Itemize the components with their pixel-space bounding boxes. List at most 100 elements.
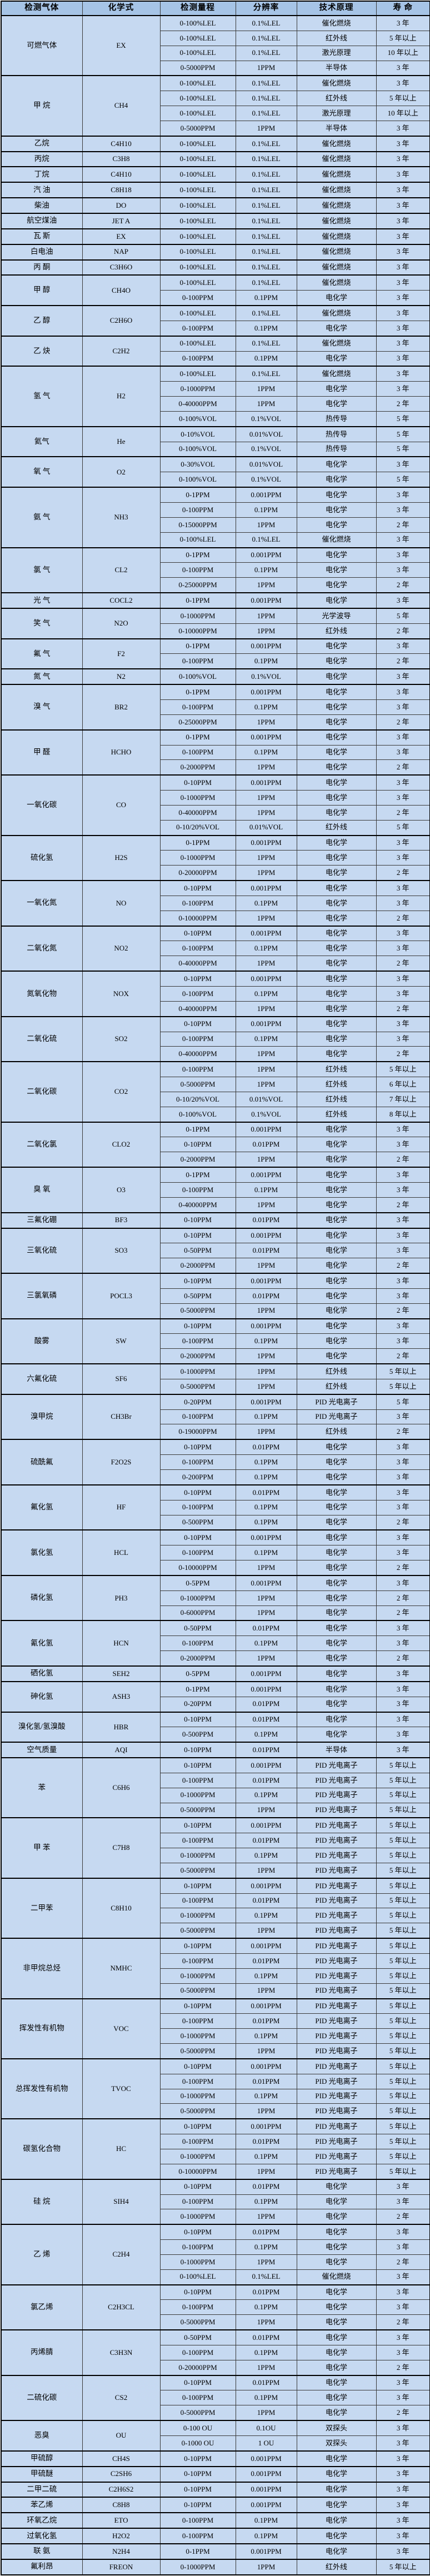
col-header-lifespan: 寿 命 bbox=[376, 1, 430, 16]
chemical-formula-cell: C8H18 bbox=[82, 182, 161, 198]
range-cell: 0-1000PPM bbox=[159, 790, 236, 806]
lifespan-cell: 3 年 bbox=[376, 228, 430, 245]
lifespan-cell: 3 年 bbox=[376, 668, 430, 685]
range-cell: 0-5000PPM bbox=[159, 120, 236, 137]
chemical-formula-cell: C3H3N bbox=[82, 2329, 161, 2376]
principle-cell: 电化学 bbox=[296, 1484, 377, 1500]
resolution-cell: 1PPM bbox=[235, 1923, 297, 1939]
gas-name-cell: 氯 气 bbox=[1, 547, 83, 593]
lifespan-cell: 5 年以上 bbox=[376, 1877, 430, 1894]
resolution-cell: 1PPM bbox=[235, 1061, 297, 1078]
lifespan-cell: 5 年以上 bbox=[376, 2088, 430, 2104]
range-cell: 0-100%LEL bbox=[159, 91, 236, 107]
lifespan-cell: 3 年 bbox=[376, 259, 430, 276]
range-cell: 0-10PPM bbox=[159, 2481, 236, 2498]
lifespan-cell: 5 年以上 bbox=[376, 1998, 430, 2014]
lifespan-cell: 2 年 bbox=[376, 1348, 430, 1364]
lifespan-cell: 3 年 bbox=[376, 2450, 430, 2467]
range-cell: 0-100PPM bbox=[159, 1409, 236, 1425]
resolution-cell: 0.1PPM bbox=[235, 1968, 297, 1984]
range-cell: 0-100%LEL bbox=[159, 366, 236, 382]
table-row: 0-2000PPM 1PPM 电化学 2 年 bbox=[1, 1650, 430, 1667]
resolution-cell: 0.1PPM bbox=[235, 562, 297, 578]
resolution-cell: 1PPM bbox=[235, 2043, 297, 2059]
gas-name-cell: 丙 酮 bbox=[1, 259, 83, 276]
table-row: 苯 C6H6 0-10PPM 0.001PPM PID 光电离子 5 年以上 bbox=[1, 1757, 430, 1818]
principle-cell: 电化学 bbox=[296, 850, 377, 866]
principle-cell: 电化学 bbox=[296, 699, 377, 715]
table-row: 0-100PPM 0.1PPM 电化学 3 年 bbox=[1, 699, 430, 715]
lifespan-cell: 3 年 bbox=[376, 502, 430, 518]
principle-cell: PID 光电离子 bbox=[296, 1893, 377, 1909]
table-row: 0-100PPM 0.1PPM 电化学 3 年 bbox=[1, 941, 430, 957]
lifespan-cell: 2 年 bbox=[376, 714, 430, 731]
table-row: 0-1000PPM 0.1PPM PID 光电离子 5 年以上 bbox=[1, 2148, 430, 2164]
resolution-cell: 0.1%LEL bbox=[235, 228, 297, 245]
principle-cell: 红外线 bbox=[296, 1106, 377, 1123]
principle-cell: 电化学 bbox=[296, 1711, 377, 1728]
range-cell: 0-10PPM bbox=[159, 1484, 236, 1500]
resolution-cell: 1PPM bbox=[235, 381, 297, 397]
gas-name-cell: 二氧化氮 bbox=[1, 925, 83, 972]
lifespan-cell: 8 年以上 bbox=[376, 1106, 430, 1123]
chemical-formula-cell: N2H4 bbox=[82, 2543, 161, 2560]
principle-cell: 电化学 bbox=[296, 2528, 377, 2544]
range-cell: 0-19000PPM bbox=[159, 1424, 236, 1440]
principle-cell: 电化学 bbox=[296, 2543, 377, 2560]
gas-name-cell: 二氧化碳 bbox=[1, 1061, 83, 1123]
range-cell: 0-100 OU bbox=[159, 2420, 236, 2437]
principle-cell: 电化学 bbox=[296, 562, 377, 578]
chemical-formula-cell: BR2 bbox=[82, 684, 161, 731]
table-row: 乙 醇 C2H6O 0-100%LEL 0.1%LEL 催化燃烧 3 年 bbox=[1, 305, 430, 337]
gas-name-cell: 氧 气 bbox=[1, 456, 83, 488]
gas-name-cell: 硫化氢 bbox=[1, 834, 83, 881]
gas-name-cell: 笑 气 bbox=[1, 607, 83, 639]
resolution-cell: 0.1PPM bbox=[235, 320, 297, 337]
resolution-cell: 0.1PPM bbox=[235, 986, 297, 1002]
resolution-cell: 0.1PPM bbox=[235, 653, 297, 669]
resolution-cell: 0.001PPM bbox=[235, 1121, 297, 1138]
table-row: 0-100%VOL 0.1%VOL 热传导 5 年 bbox=[1, 441, 430, 457]
resolution-cell: 0.01PPM bbox=[235, 2284, 297, 2300]
principle-cell: 电化学 bbox=[296, 804, 377, 821]
lifespan-cell: 3 年 bbox=[376, 166, 430, 183]
table-row: 丙烷 C3H8 0-100%LEL 0.1%LEL 催化燃烧 3 年 bbox=[1, 151, 430, 167]
principle-cell: 电化学 bbox=[296, 2374, 377, 2391]
lifespan-cell: 7 年以上 bbox=[376, 1091, 430, 1107]
resolution-cell: 1PPM bbox=[235, 1650, 297, 1667]
range-cell: 0-100%LEL bbox=[159, 151, 236, 167]
lifespan-cell: 5 年以上 bbox=[376, 1923, 430, 1939]
lifespan-cell: 3 年 bbox=[376, 880, 430, 896]
range-cell: 0-5000PPM bbox=[159, 1983, 236, 1999]
lifespan-cell: 2 年 bbox=[376, 759, 430, 776]
resolution-cell: 0.001PPM bbox=[235, 487, 297, 503]
range-cell: 0-40000PPM bbox=[159, 1197, 236, 1213]
resolution-cell: 0.1%VOL bbox=[235, 1106, 297, 1123]
resolution-cell: 0.001PPM bbox=[235, 774, 297, 791]
resolution-cell: 0.1PPM bbox=[235, 502, 297, 518]
range-cell: 0-100PPM bbox=[159, 1182, 236, 1198]
range-cell: 0-10PPM bbox=[159, 2118, 236, 2135]
lifespan-cell: 3 年 bbox=[376, 60, 430, 76]
range-cell: 0-40000PPM bbox=[159, 396, 236, 412]
gas-name-cell: 溴 气 bbox=[1, 684, 83, 731]
range-cell: 0-40000PPM bbox=[159, 804, 236, 821]
resolution-cell: 1PPM bbox=[235, 517, 297, 533]
lifespan-cell: 2 年 bbox=[376, 865, 430, 881]
principle-cell: 电化学 bbox=[296, 1152, 377, 1168]
range-cell: 0-10PPM bbox=[159, 1711, 236, 1728]
resolution-cell: 1PPM bbox=[235, 607, 297, 624]
lifespan-cell: 2 年 bbox=[376, 1303, 430, 1319]
resolution-cell: 0.1%LEL bbox=[235, 135, 297, 152]
gas-name-cell: 二甲苯 bbox=[1, 1877, 83, 1939]
lifespan-cell: 5 年以上 bbox=[376, 2028, 430, 2044]
lifespan-cell: 5 年以上 bbox=[376, 1802, 430, 1818]
range-cell: 0-1PPM bbox=[159, 547, 236, 563]
chemical-formula-cell: CH4S bbox=[82, 2450, 161, 2467]
resolution-cell: 0.01PPM bbox=[235, 1772, 297, 1788]
principle-cell: 电化学 bbox=[296, 880, 377, 896]
lifespan-cell: 3 年 bbox=[376, 1635, 430, 1652]
range-cell: 0-100PPM bbox=[159, 895, 236, 911]
lifespan-cell: 3 年 bbox=[376, 243, 430, 260]
lifespan-cell: 5 年以上 bbox=[376, 1772, 430, 1788]
